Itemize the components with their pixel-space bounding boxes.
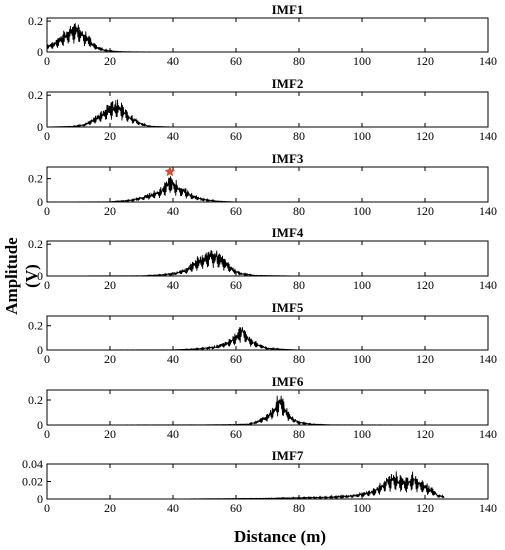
imf4-xtick-label: 20 xyxy=(104,278,116,292)
imf6-ytick-label: 0.2 xyxy=(28,393,43,407)
imf1-series-line xyxy=(46,23,444,53)
imf3-xtick-label: 100 xyxy=(353,204,371,218)
imf2-xtick-label: 140 xyxy=(479,129,497,143)
imf1-xtick-label: 0 xyxy=(44,54,50,68)
imf5-xtick-label: 20 xyxy=(104,352,116,366)
imf6-xtick-label: 140 xyxy=(479,427,497,441)
imf5-ytick-label: 0.2 xyxy=(28,319,43,333)
imf6-ytick-label: 0 xyxy=(37,418,43,432)
imf3-ytick-label: 0.2 xyxy=(28,172,43,186)
imf1-xtick-label: 60 xyxy=(230,54,242,68)
imf7-ytick-label: 0 xyxy=(37,492,43,506)
imf7-xtick-label: 140 xyxy=(479,501,497,515)
imf2-xtick-label: 80 xyxy=(293,129,305,143)
imf1-xtick-label: 40 xyxy=(167,54,179,68)
imf6-series-line xyxy=(47,395,444,426)
imf1-ytick-label: 0.2 xyxy=(28,14,43,28)
imf2-ytick-label: 0.2 xyxy=(28,88,43,102)
imf2-title: IMF2 xyxy=(272,76,304,91)
imf7-xtick-label: 100 xyxy=(353,501,371,515)
imf6-xtick-label: 120 xyxy=(416,427,434,441)
imf5-xtick-label: 60 xyxy=(230,352,242,366)
imf7-xtick-label: 0 xyxy=(44,501,50,515)
imf5-xtick-label: 100 xyxy=(353,352,371,366)
imf3-xtick-label: 40 xyxy=(167,204,179,218)
imf7-xtick-label: 60 xyxy=(230,501,242,515)
imf4-ytick-label: 0 xyxy=(37,269,43,283)
imf4-axes-box xyxy=(46,240,489,277)
imf1-axes-box xyxy=(46,17,489,53)
imf6-xtick-label: 0 xyxy=(44,427,50,441)
imf7-xtick-label: 120 xyxy=(416,501,434,515)
imf7-title: IMF7 xyxy=(272,448,304,463)
imf3-xtick-label: 20 xyxy=(104,204,116,218)
imf7-ytick-label: 0.04 xyxy=(22,457,43,471)
imf1-xtick-label: 120 xyxy=(416,54,434,68)
imf1-xtick-label: 100 xyxy=(353,54,371,68)
imf6-xtick-label: 20 xyxy=(104,427,116,441)
imf4-series-line xyxy=(47,249,444,277)
imf5-xtick-label: 40 xyxy=(167,352,179,366)
imf3-star-marker xyxy=(164,165,176,177)
imf2-xtick-label: 120 xyxy=(416,129,434,143)
imf7-ytick-label: 0.02 xyxy=(22,475,43,489)
x-axis-label: Distance (m) xyxy=(233,527,327,546)
imf3-xtick-label: 140 xyxy=(479,204,497,218)
imf1-title: IMF1 xyxy=(272,2,304,17)
imf6-xtick-label: 80 xyxy=(293,427,305,441)
imf5-xtick-label: 120 xyxy=(416,352,434,366)
imf3-xtick-label: 60 xyxy=(230,204,242,218)
imf5-xtick-label: 0 xyxy=(44,352,50,366)
imf7-xtick-label: 80 xyxy=(293,501,305,515)
imf2-series-line xyxy=(46,99,444,128)
imf1-ytick-label: 0 xyxy=(37,45,43,59)
imf1-xtick-label: 140 xyxy=(479,54,497,68)
imf6-xtick-label: 100 xyxy=(353,427,371,441)
imf5-ytick-label: 0 xyxy=(37,343,43,357)
imf1-xtick-label: 80 xyxy=(293,54,305,68)
imf5-axes-box xyxy=(46,315,489,351)
imf4-xtick-label: 80 xyxy=(293,278,305,292)
imf4-xtick-label: 40 xyxy=(167,278,179,292)
imf5-title: IMF5 xyxy=(272,300,304,315)
imf5-series-line xyxy=(47,327,444,351)
imf3-axes-box xyxy=(46,166,489,203)
imf5-xtick-label: 80 xyxy=(293,352,305,366)
imf4-xtick-label: 100 xyxy=(353,278,371,292)
imf3-xtick-label: 0 xyxy=(44,204,50,218)
imf3-ytick-label: 0 xyxy=(37,195,43,209)
imf7-xtick-label: 20 xyxy=(104,501,116,515)
imf4-xtick-label: 120 xyxy=(416,278,434,292)
imf4-xtick-label: 140 xyxy=(479,278,497,292)
imf3-series-line xyxy=(47,176,444,203)
imf2-xtick-label: 60 xyxy=(230,129,242,143)
imf2-xtick-label: 40 xyxy=(167,129,179,143)
imf3-xtick-label: 120 xyxy=(416,204,434,218)
imf2-ytick-label: 0 xyxy=(37,120,43,134)
imf4-ytick-label: 0.2 xyxy=(28,237,43,251)
imf6-title: IMF6 xyxy=(272,374,304,389)
imf2-xtick-label: 100 xyxy=(353,129,371,143)
imf7-xtick-label: 40 xyxy=(167,501,179,515)
imf4-title: IMF4 xyxy=(272,225,304,240)
imf2-xtick-label: 0 xyxy=(44,129,50,143)
imf7-series-line xyxy=(47,471,445,500)
imf3-title: IMF3 xyxy=(272,151,304,166)
imf6-xtick-label: 60 xyxy=(230,427,242,441)
imf3-xtick-label: 80 xyxy=(293,204,305,218)
imf6-xtick-label: 40 xyxy=(167,427,179,441)
imf4-xtick-label: 60 xyxy=(230,278,242,292)
imf2-xtick-label: 20 xyxy=(104,129,116,143)
imf1-xtick-label: 20 xyxy=(104,54,116,68)
imf6-axes-box xyxy=(46,389,489,426)
imf4-xtick-label: 0 xyxy=(44,278,50,292)
imf5-xtick-label: 140 xyxy=(479,352,497,366)
